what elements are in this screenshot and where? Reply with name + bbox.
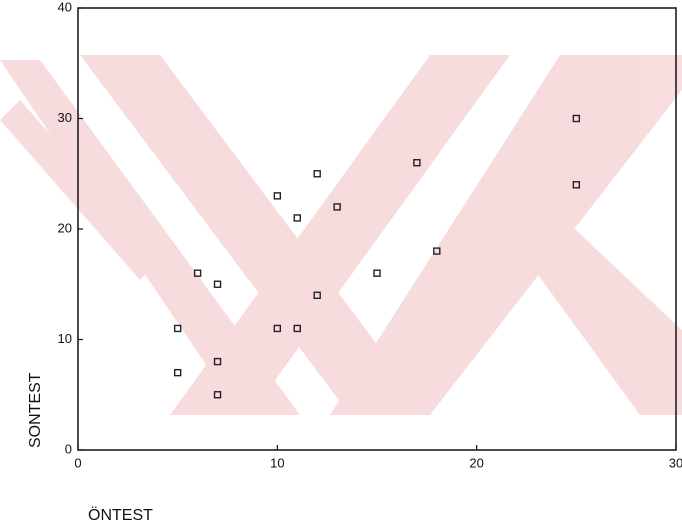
y-tick-label: 20 bbox=[58, 220, 72, 235]
y-tick-label: 40 bbox=[58, 0, 72, 14]
watermark-stripe bbox=[520, 215, 682, 415]
point bbox=[175, 325, 181, 331]
y-tick-label: 10 bbox=[58, 331, 72, 346]
point bbox=[274, 193, 280, 199]
x-tick-label: 30 bbox=[669, 455, 682, 470]
x-tick-label: 20 bbox=[469, 455, 483, 470]
point bbox=[215, 281, 221, 287]
point bbox=[294, 215, 300, 221]
point bbox=[175, 370, 181, 376]
y-tick-label: 0 bbox=[65, 441, 72, 456]
point bbox=[374, 270, 380, 276]
x-tick-label: 10 bbox=[270, 455, 284, 470]
y-axis-title: SONTEST bbox=[27, 372, 44, 448]
watermark bbox=[0, 55, 682, 415]
x-axis-title: ÖNTEST bbox=[88, 506, 153, 524]
x-tick-label: 0 bbox=[74, 455, 81, 470]
y-tick-label: 30 bbox=[58, 110, 72, 125]
page: {"chart_data": {"type": "scatter", "x_la… bbox=[0, 0, 682, 530]
chart: ÖNTEST SONTEST 0 10 20 30 40 0 10 20 30 bbox=[0, 0, 682, 530]
point bbox=[314, 171, 320, 177]
